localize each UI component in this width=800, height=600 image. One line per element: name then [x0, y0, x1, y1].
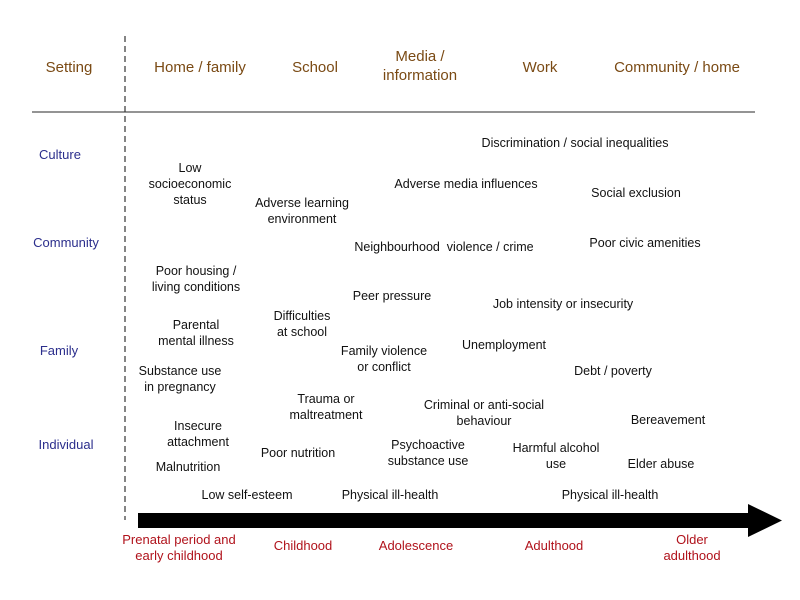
factor-unemployment: Unemployment: [461, 338, 547, 352]
factor-low-self-esteem: Low self-esteem: [201, 488, 293, 502]
factor-discrimination: Discrimination / social inequalities: [481, 136, 669, 150]
stage-prenatal-early-childhood: Prenatal period and early childhood: [122, 532, 235, 564]
header-work: Work: [522, 59, 558, 76]
factor-harmful-alcohol-line2: use: [545, 457, 567, 471]
factor-difficulties-line2: at school: [276, 325, 328, 339]
factor-criminal: Criminal or anti-social behaviour: [424, 397, 544, 429]
life-course-arrow-head: [748, 504, 782, 537]
factor-job-intensity: Job intensity or insecurity: [492, 297, 634, 311]
factor-criminal-line2: behaviour: [456, 414, 512, 428]
factor-neighbourhood: Neighbourhood violence / crime: [354, 240, 534, 254]
factor-peer-pressure: Peer pressure: [352, 289, 432, 303]
factor-poor-housing-line1: Poor housing /: [155, 264, 237, 278]
factor-poor-housing: Poor housing / living conditions: [152, 263, 240, 295]
factor-family-violence-line2: or conflict: [357, 360, 411, 374]
factor-psychoactive-line2: substance use: [387, 454, 469, 468]
factor-physical-ill-health-adulthood: Physical ill-health: [561, 488, 659, 502]
stage-childhood: Childhood: [273, 538, 333, 553]
factor-poor-housing-line2: living conditions: [151, 280, 241, 294]
stage-adulthood: Adulthood: [524, 538, 584, 553]
factor-family-violence-line1: Family violence: [340, 344, 428, 358]
factor-bereavement: Bereavement: [630, 413, 706, 427]
stage-older-line2: adulthood: [663, 548, 721, 563]
factor-insecure-attachment: Insecure attachment: [167, 418, 229, 450]
factor-adverse-learning: Adverse learning environment: [255, 195, 349, 227]
factor-psychoactive: Psychoactive substance use: [388, 437, 469, 469]
factor-parental-line2: mental illness: [158, 334, 234, 348]
level-community: Community: [33, 235, 99, 250]
factor-psychoactive-line1: Psychoactive: [391, 438, 465, 452]
header-media-line2: information: [382, 67, 458, 84]
factor-trauma-line1: Trauma or: [297, 392, 355, 406]
level-family: Family: [39, 343, 79, 358]
factor-insecure-line1: Insecure: [174, 419, 222, 433]
factor-parental-mental-illness: Parental mental illness: [158, 317, 234, 349]
factor-insecure-line2: attachment: [167, 435, 229, 449]
factor-trauma: Trauma or maltreatment: [290, 391, 363, 423]
header-community-home: Community / home: [614, 59, 740, 76]
factor-family-violence: Family violence or conflict: [341, 343, 427, 375]
factor-difficulties-school: Difficulties at school: [274, 308, 331, 340]
factor-difficulties-line1: Difficulties: [273, 309, 331, 323]
header-home-family: Home / family: [154, 59, 246, 76]
header-school: School: [292, 59, 338, 76]
stage-adolescence: Adolescence: [378, 538, 454, 553]
header-media: Media / information: [383, 47, 457, 85]
factor-substance-preg-line2: in pregnancy: [144, 380, 216, 394]
factor-adverse-media: Adverse media influences: [394, 177, 538, 191]
level-culture: Culture: [39, 147, 81, 162]
factor-low-ses-line1: Low: [178, 161, 202, 175]
stage-prenatal-line1: Prenatal period and: [122, 532, 236, 547]
factor-harmful-alcohol: Harmful alcohol use: [513, 440, 600, 472]
factor-substance-pregnancy: Substance use in pregnancy: [139, 363, 222, 395]
factor-low-ses: Low socioeconomic status: [149, 160, 232, 208]
factor-elder-abuse: Elder abuse: [627, 457, 695, 471]
factor-parental-line1: Parental: [172, 318, 220, 332]
factor-substance-preg-line1: Substance use: [138, 364, 222, 378]
header-setting: Setting: [45, 59, 93, 76]
factor-harmful-alcohol-line1: Harmful alcohol: [512, 441, 600, 455]
factor-trauma-line2: maltreatment: [289, 408, 363, 422]
factor-low-ses-line2: socioeconomic: [148, 177, 232, 191]
factor-social-exclusion: Social exclusion: [591, 186, 681, 200]
factor-adverse-learning-line1: Adverse learning: [255, 196, 349, 210]
factor-poor-nutrition: Poor nutrition: [260, 446, 336, 460]
header-media-line1: Media /: [395, 48, 445, 65]
factor-low-ses-line3: status: [173, 193, 207, 207]
factor-malnutrition: Malnutrition: [155, 460, 221, 474]
stage-older-line1: Older: [676, 532, 708, 547]
stage-prenatal-line2: early childhood: [135, 548, 223, 563]
level-individual: Individual: [38, 437, 94, 452]
factor-physical-ill-health-adolescence: Physical ill-health: [341, 488, 439, 502]
factor-criminal-line1: Criminal or anti-social: [423, 398, 545, 412]
life-course-arrow-shaft: [138, 513, 750, 528]
factor-poor-civic: Poor civic amenities: [589, 236, 701, 250]
stage-older-adulthood: Older adulthood: [663, 532, 720, 564]
factor-debt-poverty: Debt / poverty: [574, 364, 652, 378]
factor-adverse-learning-line2: environment: [267, 212, 337, 226]
